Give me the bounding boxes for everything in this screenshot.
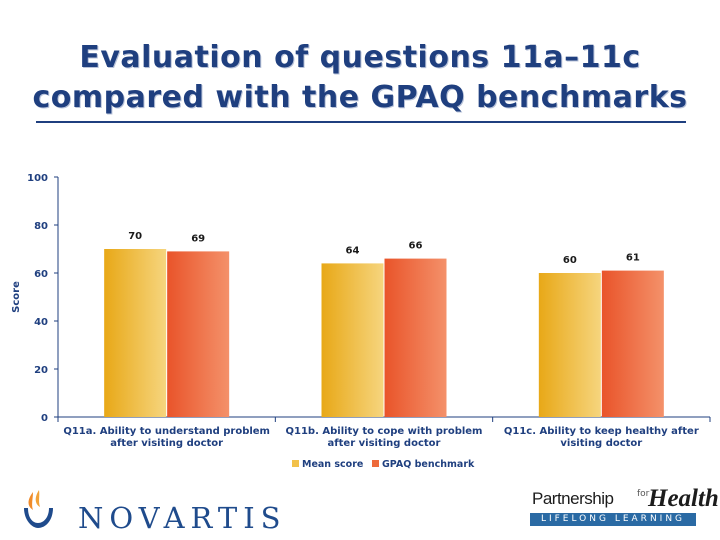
novartis-wordmark: NOVARTIS: [78, 501, 287, 535]
legend-swatch-gpaq-benchmark: [372, 460, 379, 467]
title-divider: [36, 121, 686, 123]
y-tick-label: 80: [34, 221, 48, 232]
bar-value-label: 69: [191, 233, 205, 244]
legend-label: GPAQ benchmark: [382, 459, 475, 470]
x-category-label: visiting doctor: [560, 438, 642, 449]
bar-mean-score: [321, 263, 384, 417]
bar-value-label: 70: [128, 231, 142, 242]
x-category-label: after visiting doctor: [110, 438, 223, 449]
x-category-label: after visiting doctor: [328, 438, 441, 449]
bar-mean-score: [104, 249, 167, 417]
novartis-flame-icon: [24, 490, 53, 528]
bar-chart: 0 20 40 60 80 100 Score 70 69 Q11a. Ability to un…: [11, 173, 711, 470]
partnership-for-health-logo: Partnership for Health LIFELONG LEARNING: [530, 485, 719, 528]
x-category-label: Q11a. Ability to understand problem: [63, 426, 270, 437]
pfh-lifelong-learning-bar: LIFELONG LEARNING: [530, 513, 696, 526]
bar-gpaq-benchmark: [601, 270, 664, 417]
legend-swatch-mean-score: [292, 460, 299, 467]
y-tick-label: 60: [34, 269, 48, 280]
y-tick-label: 40: [34, 317, 48, 328]
slide-title-line-1: Evaluation of questions 11a–11c: [79, 40, 641, 75]
bar-gpaq-benchmark: [384, 258, 447, 417]
y-tick-label: 0: [41, 413, 48, 424]
legend-label: Mean score: [302, 459, 363, 470]
y-tick-label: 100: [27, 173, 48, 184]
x-category-label: Q11c. Ability to keep healthy after: [504, 426, 699, 437]
slide-title-line-2: compared with the GPAQ benchmarks: [32, 80, 688, 115]
bar-mean-score: [538, 273, 601, 417]
x-category-label: Q11b. Ability to cope with problem: [286, 426, 483, 437]
y-tick-label: 20: [34, 365, 48, 376]
pfh-for-text: for: [637, 489, 650, 499]
bar-value-label: 61: [626, 253, 640, 264]
bar-value-label: 64: [346, 245, 360, 256]
slide-title: Evaluation of questions 11a–11c compared…: [0, 38, 720, 118]
bar-value-label: 60: [563, 255, 577, 266]
bar-gpaq-benchmark: [167, 251, 230, 417]
bar-value-label: 66: [409, 241, 423, 252]
pfh-health-text: Health: [648, 485, 719, 512]
y-axis-label: Score: [11, 281, 22, 313]
pfh-partnership-text: Partnership: [532, 489, 614, 508]
